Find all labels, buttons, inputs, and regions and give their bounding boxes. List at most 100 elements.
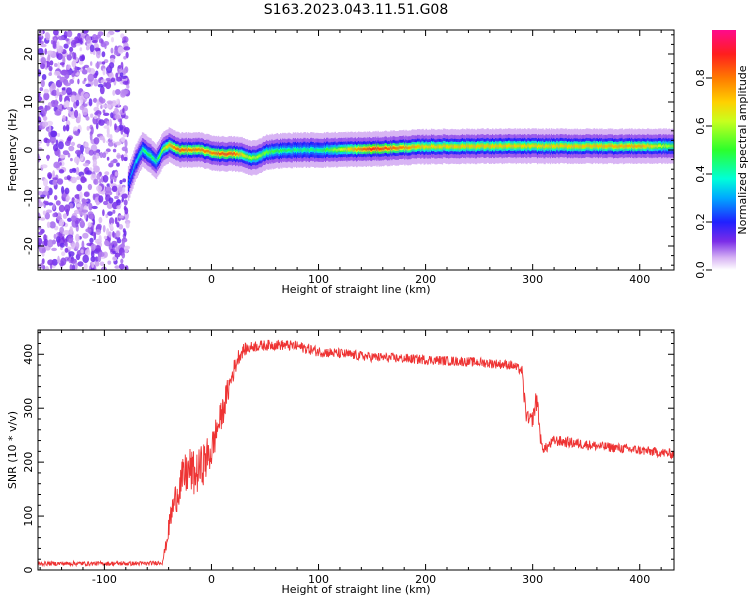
ridge-cell	[486, 144, 488, 147]
ridge-cell	[442, 144, 445, 147]
ridge-cell	[548, 144, 551, 147]
noise-blob	[120, 136, 126, 143]
noise-blob	[105, 81, 112, 90]
noise-blob	[70, 91, 77, 96]
noise-blob	[38, 191, 44, 196]
ridge-cell	[379, 147, 381, 151]
noise-blob	[61, 87, 67, 91]
noise-blob	[75, 149, 82, 155]
ridge-cell	[160, 153, 162, 156]
noise-blob	[98, 216, 103, 224]
ridge-cell	[471, 144, 473, 148]
ridge-cell	[334, 147, 336, 151]
noise-blob	[102, 109, 106, 114]
ridge-cell	[149, 154, 151, 157]
noise-blob	[40, 194, 46, 198]
ridge-cell	[525, 145, 527, 148]
noise-blob	[116, 238, 122, 244]
ridge-cell	[337, 148, 340, 151]
noise-blob	[112, 209, 116, 214]
snr-panel: -100 0 100 200 300 400 0 100 200 300 400 Height of…	[6, 329, 675, 596]
ridge-cell	[276, 149, 279, 152]
ridge-cell	[483, 145, 485, 148]
ridge-cell	[225, 153, 227, 156]
ridge-cell	[665, 144, 667, 147]
noise-blob	[115, 72, 119, 79]
noise-blob	[56, 88, 60, 97]
noise-blob	[80, 249, 84, 254]
ridge-cell	[148, 153, 150, 156]
noise-blob	[54, 63, 58, 67]
noise-blob	[38, 212, 41, 221]
noise-blob	[117, 186, 123, 193]
ridge-cell	[449, 145, 451, 148]
noise-blob	[75, 43, 81, 47]
ridge-cell	[218, 153, 221, 156]
ridge-cell	[374, 147, 376, 151]
ridge-cell	[314, 149, 316, 152]
noise-blob	[38, 237, 43, 245]
ridge-cell	[227, 152, 229, 156]
noise-blob	[94, 47, 101, 52]
ridge-cell	[308, 149, 311, 152]
x-tick-label: 100	[308, 573, 329, 586]
noise-blob	[59, 76, 66, 83]
noise-blob	[101, 104, 108, 108]
noise-blob	[84, 249, 91, 256]
ridge-cell	[320, 149, 323, 152]
ridge-cell	[216, 152, 219, 156]
ridge-cell	[618, 145, 620, 148]
ridge-cell	[169, 144, 172, 147]
x-tick-label: 0	[208, 273, 215, 286]
noise-blob	[40, 79, 45, 88]
ridge-cell	[536, 145, 539, 149]
noise-blob	[57, 133, 61, 137]
ridge-cell	[522, 144, 524, 148]
ridge-cell	[419, 145, 421, 148]
ridge-cell	[467, 145, 469, 148]
ridge-cell	[576, 144, 578, 147]
noise-blob	[104, 240, 109, 246]
ridge-cell	[382, 147, 385, 151]
ridge-cell	[295, 148, 297, 151]
ridge-cell	[131, 172, 133, 176]
ridge-cell	[182, 148, 184, 152]
ridge-cell	[515, 145, 517, 148]
ridge-cell	[621, 144, 623, 147]
ridge-cell	[462, 144, 464, 147]
noise-blob	[122, 80, 129, 85]
ridge-cell	[523, 145, 525, 148]
ridge-cell	[570, 145, 572, 148]
ridge-cell	[167, 145, 169, 148]
noise-blob	[106, 120, 110, 127]
ridge-cell	[493, 145, 495, 148]
ridge-cell	[539, 145, 541, 148]
noise-blob	[89, 213, 94, 220]
noise-blob	[71, 72, 76, 77]
ridge-cell	[393, 146, 395, 149]
ridge-cell	[623, 145, 626, 148]
ridge-cell	[235, 153, 237, 156]
noise-blob	[53, 70, 61, 76]
ridge-cell	[470, 145, 472, 148]
noise-blob	[47, 239, 54, 248]
ridge-cell	[534, 144, 537, 147]
noise-blob	[85, 35, 92, 44]
ridge-cell	[451, 144, 453, 148]
noise-blob	[107, 260, 112, 265]
noise-blob	[124, 139, 128, 148]
ridge-cell	[211, 152, 213, 155]
colorbar-gradient	[712, 30, 736, 270]
ridge-cell	[372, 147, 374, 151]
ridge-cell	[563, 144, 566, 148]
ridge-cell	[240, 153, 242, 156]
ridge-cell	[145, 150, 147, 153]
ridge-cell	[590, 145, 592, 148]
noise-blob	[106, 127, 110, 135]
ridge-cell	[193, 148, 195, 151]
ridge-cell	[487, 144, 490, 147]
noise-blob	[103, 235, 108, 240]
noise-blob	[68, 251, 75, 257]
ridge-cell	[177, 147, 179, 151]
y-tick-label: 300	[22, 398, 35, 419]
